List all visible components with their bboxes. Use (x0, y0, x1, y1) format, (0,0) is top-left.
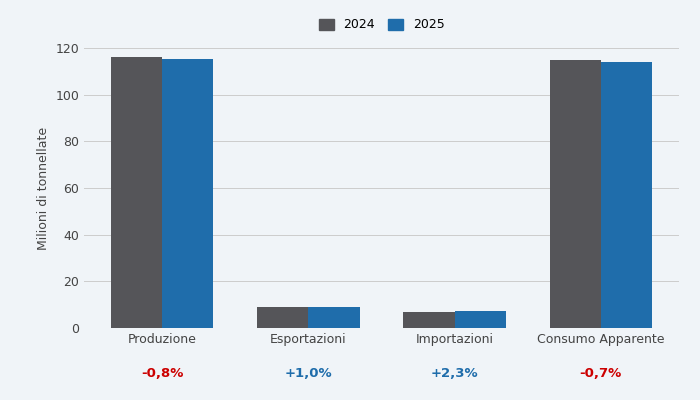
Text: +2,3%: +2,3% (430, 367, 478, 380)
Text: +1,0%: +1,0% (285, 367, 332, 380)
Bar (162, 60, 214, 328)
Bar (601, 62, 652, 328)
Bar (111, 57, 162, 328)
Text: -0,7%: -0,7% (580, 367, 622, 380)
Bar (403, 312, 454, 328)
Bar (550, 60, 601, 328)
Bar (257, 307, 309, 328)
Text: -0,8%: -0,8% (141, 367, 183, 380)
Bar (454, 311, 506, 328)
Bar (309, 307, 360, 328)
Legend: 2024, 2025: 2024, 2025 (312, 12, 451, 38)
Y-axis label: Milioni di tonnellate: Milioni di tonnellate (36, 126, 50, 250)
